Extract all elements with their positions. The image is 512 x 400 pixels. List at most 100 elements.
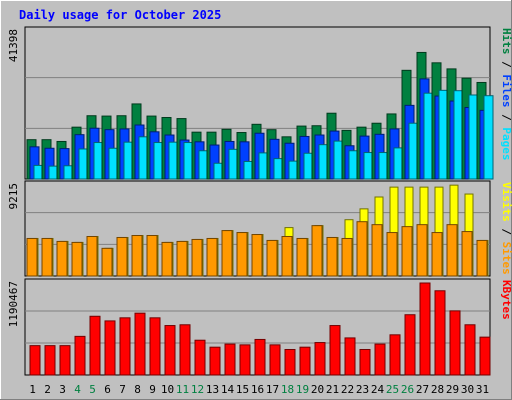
legend-separator: / <box>500 108 512 128</box>
bar-kbytes-22 <box>344 337 356 376</box>
bar-kbytes-19 <box>299 346 311 376</box>
x-tick-label: 3 <box>59 383 66 396</box>
bar-kbytes-12 <box>194 339 206 376</box>
bar-kbytes-4 <box>74 335 86 376</box>
x-tick-label: 2 <box>44 383 51 396</box>
bar-sites-26 <box>401 226 413 277</box>
y-max-label: 1190467 <box>7 281 20 327</box>
side-legend: Hits / Files / Pages <box>500 28 512 161</box>
x-tick-label: 31 <box>476 383 489 396</box>
bar-kbytes-2 <box>44 345 56 376</box>
bar-sites-7 <box>116 236 128 277</box>
bar-kbytes-14 <box>224 343 236 376</box>
x-tick-label: 9 <box>149 383 156 396</box>
x-tick-label: 29 <box>446 383 459 396</box>
x-tick-label: 15 <box>236 383 249 396</box>
chart-panels: 41398 Hits / Files / Pages 9215 Visits / Si… <box>7 26 512 376</box>
x-tick-label: 18 <box>281 383 294 396</box>
x-tick-label: 6 <box>104 383 111 396</box>
bar-kbytes-15 <box>239 344 251 376</box>
bar-sites-12 <box>191 238 203 277</box>
bar-kbytes-26 <box>404 314 416 376</box>
bar-kbytes-25 <box>389 334 401 376</box>
legend-separator: / <box>500 55 512 75</box>
bar-sites-6 <box>101 247 113 277</box>
bar-sites-4 <box>71 241 83 277</box>
bar-kbytes-21 <box>329 325 341 376</box>
x-tick-label: 7 <box>119 383 126 396</box>
bar-kbytes-17 <box>269 344 281 376</box>
bar-kbytes-1 <box>29 345 41 376</box>
bar-kbytes-28 <box>434 290 446 376</box>
bar-kbytes-9 <box>149 317 161 376</box>
bar-sites-3 <box>56 240 68 277</box>
x-tick-label: 30 <box>461 383 474 396</box>
bar-sites-27 <box>416 224 428 277</box>
bar-kbytes-27 <box>419 282 431 376</box>
bar-sites-22 <box>341 237 353 277</box>
panel-middle: 9215 Visits / Sites <box>7 180 512 277</box>
bar-sites-15 <box>236 232 248 277</box>
bar-kbytes-11 <box>179 324 191 376</box>
x-tick-label: 25 <box>386 383 399 396</box>
panel-top: 41398 Hits / Files / Pages <box>7 26 512 180</box>
bar-sites-16 <box>251 234 263 277</box>
bar-sites-23 <box>356 221 368 277</box>
bar-sites-19 <box>296 237 308 277</box>
side-legend: Visits / Sites <box>500 182 512 275</box>
chart-title: Daily usage for October 2025 <box>19 8 221 22</box>
x-tick-label: 16 <box>251 383 264 396</box>
bar-kbytes-5 <box>89 315 101 376</box>
x-tick-label: 26 <box>401 383 414 396</box>
x-tick-label: 13 <box>206 383 219 396</box>
bar-sites-9 <box>146 235 158 277</box>
x-tick-label: 22 <box>341 383 354 396</box>
panel-bottom: 1190467 KBytes <box>7 278 512 376</box>
bar-kbytes-3 <box>59 345 71 376</box>
bar-kbytes-20 <box>314 342 326 376</box>
bar-sites-10 <box>161 241 173 277</box>
bar-kbytes-16 <box>254 338 266 376</box>
bar-sites-20 <box>311 225 323 277</box>
x-tick-label: 5 <box>89 383 96 396</box>
bar-sites-17 <box>266 239 278 277</box>
bar-pages-31 <box>483 95 494 180</box>
bar-kbytes-7 <box>119 317 131 376</box>
bar-sites-5 <box>86 235 98 277</box>
bar-sites-24 <box>371 224 383 277</box>
x-tick-label: 21 <box>326 383 339 396</box>
bar-sites-28 <box>431 232 443 277</box>
bar-sites-18 <box>281 235 293 277</box>
bar-sites-30 <box>461 231 473 277</box>
bar-kbytes-13 <box>209 346 221 376</box>
bar-sites-2 <box>41 237 53 277</box>
x-tick-label: 23 <box>356 383 369 396</box>
x-tick-label: 17 <box>266 383 279 396</box>
x-tick-label: 8 <box>134 383 141 396</box>
bar-kbytes-6 <box>104 320 116 376</box>
legend-separator: / <box>500 222 512 242</box>
bar-kbytes-30 <box>464 324 476 376</box>
x-axis: 1 2 3 4 5 6 7 8 9 10 11 12 13 14 15 16 17 18 19 20 21 22 23 24 2… <box>29 383 489 396</box>
x-tick-label: 19 <box>296 383 309 396</box>
bar-sites-14 <box>221 230 233 277</box>
bar-sites-1 <box>26 237 38 277</box>
x-tick-label: 14 <box>221 383 235 396</box>
bar-kbytes-31 <box>479 336 491 376</box>
legend-sites: Sites <box>500 242 512 275</box>
x-tick-label: 1 <box>29 383 36 396</box>
legend-kbytes: KBytes <box>500 280 512 320</box>
y-max-label: 41398 <box>7 29 20 62</box>
x-tick-label: 11 <box>176 383 189 396</box>
bar-sites-21 <box>326 236 338 277</box>
legend-files: Files <box>500 74 512 107</box>
x-tick-label: 12 <box>191 383 204 396</box>
bar-kbytes-8 <box>134 312 146 376</box>
bar-kbytes-29 <box>449 310 461 376</box>
bar-kbytes-10 <box>164 325 176 376</box>
x-tick-label: 4 <box>74 383 81 396</box>
bar-sites-25 <box>386 232 398 277</box>
bar-sites-8 <box>131 235 143 277</box>
y-max-label: 9215 <box>7 183 20 210</box>
